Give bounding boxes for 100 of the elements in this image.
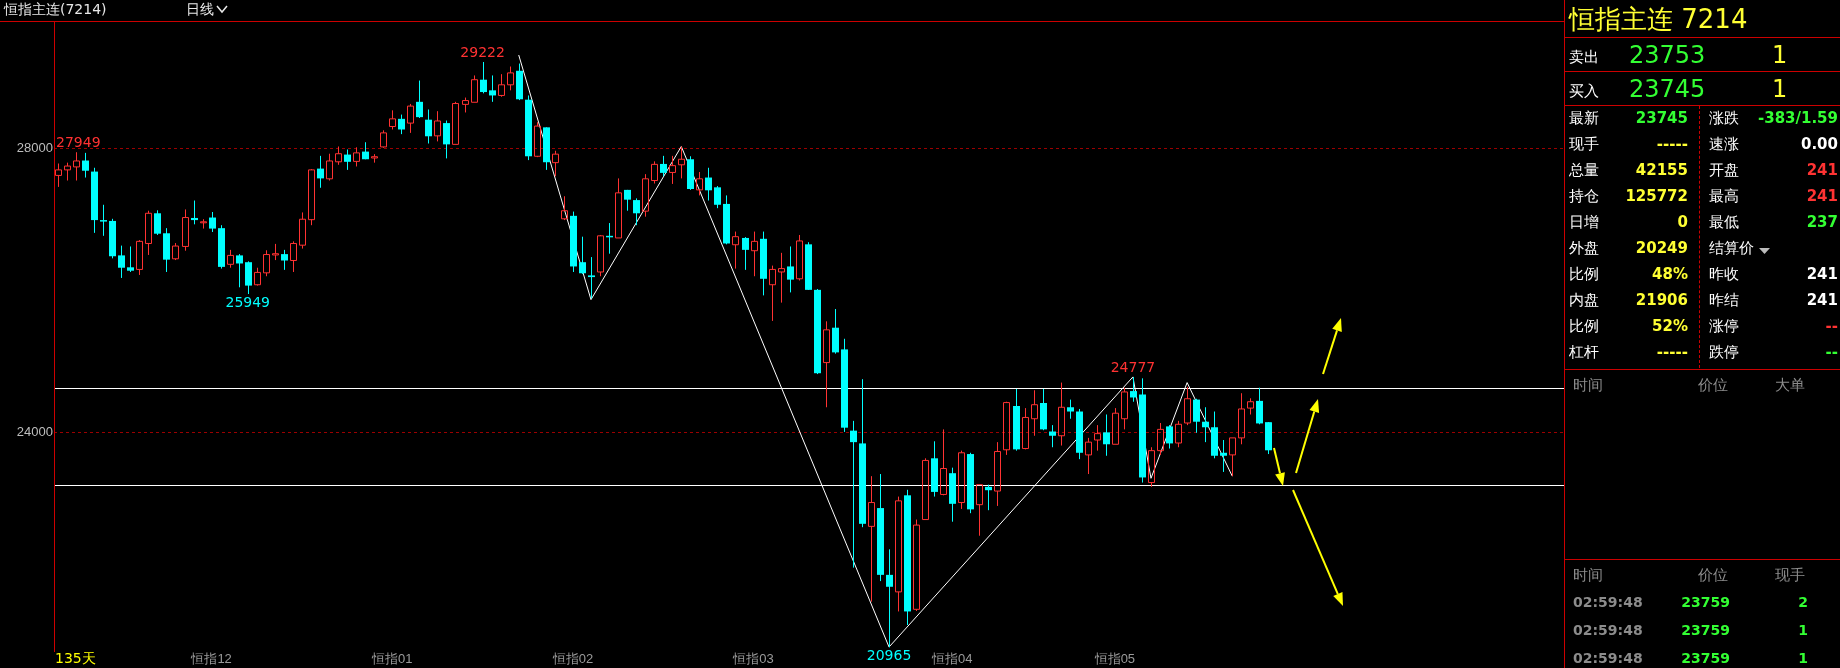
candlestick: [480, 61, 487, 94]
candlestick: [344, 148, 351, 171]
candlestick: [1166, 424, 1173, 450]
text: 时间: [1573, 565, 1603, 584]
candlestick: [1256, 387, 1263, 425]
chart-subtitle: 日线: [186, 1, 214, 18]
text: 比例: [1569, 316, 1599, 335]
candlestick: [751, 231, 758, 277]
candlestick: [471, 74, 478, 103]
candlestick: [281, 249, 288, 271]
text: -----: [1656, 342, 1688, 361]
text: -383/1.59: [1757, 108, 1838, 127]
text: 2: [1798, 594, 1808, 611]
candlestick: [73, 151, 80, 182]
candlestick: [1157, 422, 1164, 456]
candlestick: [705, 167, 712, 202]
text: 1: [1772, 74, 1788, 103]
candlestick: [1022, 407, 1029, 450]
candlestick: [588, 256, 595, 299]
text: 237: [1806, 212, 1838, 231]
candlestick: [678, 145, 685, 179]
candlestick: [940, 428, 947, 495]
candlestick: [850, 420, 857, 569]
candlestick: [732, 231, 739, 270]
text: 23745: [1635, 108, 1688, 127]
candlestick: [1085, 437, 1092, 475]
text: 总量: [1569, 160, 1599, 179]
text: 42155: [1635, 160, 1688, 179]
x-tick-label: 恒指04: [931, 651, 973, 667]
text: 涨跌: [1709, 108, 1739, 127]
text: 02:59:48: [1573, 622, 1643, 639]
annotation: 27949: [55, 133, 101, 150]
text: 241: [1806, 160, 1838, 179]
text: 1: [1772, 40, 1788, 69]
annotation: 20965: [866, 647, 912, 664]
x-tick-label: 恒指02: [551, 651, 594, 667]
candlestick: [1049, 424, 1056, 448]
text: 外盘: [1569, 238, 1599, 257]
text: 02:59:48: [1573, 650, 1643, 667]
candlestick: [389, 109, 396, 130]
x-tick-label: 恒指01: [371, 651, 413, 667]
text: 跌停: [1709, 342, 1739, 361]
text: 21906: [1635, 290, 1688, 309]
text: 开盘: [1709, 160, 1739, 179]
candlestick: [118, 245, 125, 279]
text: 23759: [1681, 594, 1730, 611]
candlestick: [236, 253, 243, 288]
text: 速涨: [1709, 134, 1739, 153]
candlestick: [742, 236, 749, 271]
text: 昨收: [1709, 264, 1739, 283]
text: 卖出: [1569, 47, 1599, 66]
text: 恒指主连 7214: [1569, 3, 1748, 34]
candlestick: [579, 236, 586, 275]
chart-title: 恒指主连(7214): [4, 1, 107, 18]
candlestick: [787, 245, 794, 293]
candlestick: [823, 320, 830, 408]
annotation: 135天: [55, 650, 96, 667]
candlestick: [1130, 376, 1137, 403]
candlestick: [335, 145, 342, 166]
text: 52%: [1652, 316, 1688, 335]
candlestick: [976, 484, 983, 537]
text: 现手: [1775, 565, 1805, 584]
text: --: [1825, 342, 1838, 361]
text: 价位: [1698, 565, 1728, 584]
text: 比例: [1569, 264, 1599, 283]
candlestick: [651, 160, 658, 184]
candlestick: [778, 252, 785, 304]
text: 1: [1798, 622, 1808, 639]
candlestick: [498, 73, 505, 96]
text: 02:59:48: [1573, 594, 1643, 611]
text: 内盘: [1569, 290, 1599, 309]
candlestick: [1067, 399, 1074, 420]
text: 结算价: [1709, 238, 1754, 257]
candlestick: [182, 208, 189, 252]
y-tick-label: 24000: [16, 423, 53, 439]
text: 最低: [1709, 212, 1739, 231]
annotation: 25949: [225, 293, 271, 310]
candlestick: [317, 155, 324, 189]
candlestick: [561, 195, 568, 220]
candlestick: [1229, 437, 1236, 477]
text: 大单: [1775, 375, 1805, 394]
candlestick: [145, 210, 152, 256]
text: 0: [1677, 212, 1688, 231]
candlestick: [633, 197, 640, 226]
text: 现手: [1569, 134, 1599, 153]
candlestick: [1058, 382, 1065, 447]
candlestick: [669, 155, 676, 185]
candlestick: [1103, 413, 1110, 457]
candlestick: [1031, 389, 1038, 437]
text: 241: [1806, 186, 1838, 205]
text: 昨结: [1709, 290, 1739, 309]
text: 0.00: [1800, 134, 1838, 153]
text: 日增: [1569, 212, 1599, 231]
text: 持仓: [1569, 186, 1599, 205]
text: 23759: [1681, 622, 1730, 639]
text: 125772: [1625, 186, 1688, 205]
candlestick: [489, 74, 496, 103]
text: 时间: [1573, 375, 1603, 394]
text: 杠杆: [1569, 342, 1599, 361]
text: 23753: [1629, 40, 1706, 69]
